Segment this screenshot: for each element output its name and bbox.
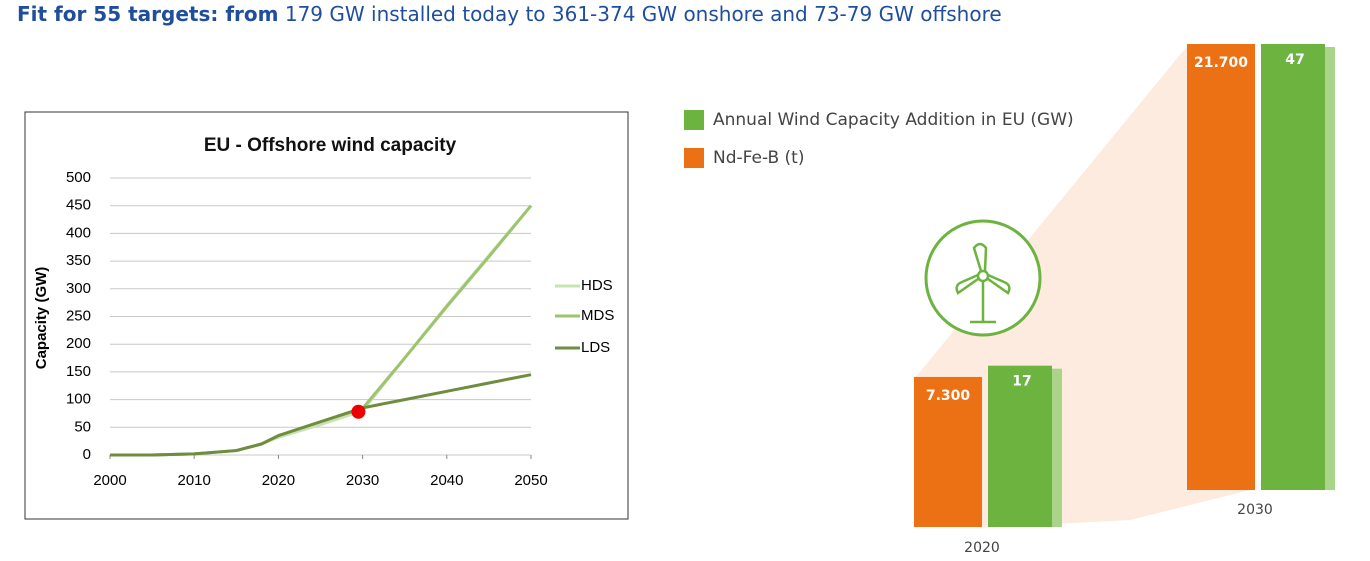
x-tick-label: 2030: [1237, 502, 1273, 518]
y-tick-label: 400: [66, 224, 91, 241]
bar-side: [1325, 47, 1335, 490]
y-tick-label: 500: [66, 169, 91, 186]
x-tick-label: 2000: [93, 472, 126, 489]
legend-label: MDS: [581, 307, 614, 324]
x-tick-label: 2020: [262, 472, 295, 489]
x-tick-label: 2010: [178, 472, 211, 489]
y-tick-label: 250: [66, 307, 91, 324]
x-tick-label: 2050: [514, 472, 547, 489]
x-tick-label: 2040: [430, 472, 463, 489]
header-bold: Fit for 55 targets: from: [17, 2, 278, 26]
y-tick-label: 200: [66, 335, 91, 352]
bar: [914, 376, 982, 527]
legend-label: HDS: [581, 277, 613, 294]
bar: [1261, 44, 1325, 490]
value-label: 17: [1012, 374, 1031, 390]
bar: [988, 365, 1052, 527]
legend-label: Nd-Fe-B (t): [713, 148, 804, 168]
value-label: 21.700: [1194, 55, 1248, 71]
y-tick-label: 150: [66, 363, 91, 380]
series-line: [110, 373, 532, 457]
value-label: 7.300: [926, 388, 971, 404]
y-tick-label: 50: [74, 418, 91, 435]
legend-swatch: [684, 110, 704, 130]
y-tick-label: 450: [66, 197, 91, 214]
y-tick-label: 350: [66, 252, 91, 269]
y-tick-label: 100: [66, 391, 91, 408]
value-label: 47: [1285, 52, 1304, 68]
highlight-point: [351, 404, 366, 419]
legend-swatch: [684, 148, 704, 168]
y-tick-label: 0: [83, 446, 91, 463]
chart-frame: [24, 111, 629, 520]
header-rest: 179 GW installed today to 361-374 GW ons…: [285, 2, 1002, 26]
y-tick-label: 300: [66, 280, 91, 297]
legend-label: Annual Wind Capacity Addition in EU (GW): [713, 110, 1074, 130]
x-tick-label: 2030: [346, 472, 379, 489]
turbine-icon: [924, 219, 1042, 337]
y-axis-label: Capacity (GW): [33, 267, 50, 370]
bar-side: [1052, 368, 1062, 527]
header-title: Fit for 55 targets: from 179 GW installe…: [17, 2, 1002, 26]
x-tick-label: 2020: [964, 540, 1000, 556]
chart-title: EU - Offshore wind capacity: [204, 135, 457, 156]
legend-label: LDS: [581, 339, 610, 356]
bar: [1187, 44, 1255, 490]
